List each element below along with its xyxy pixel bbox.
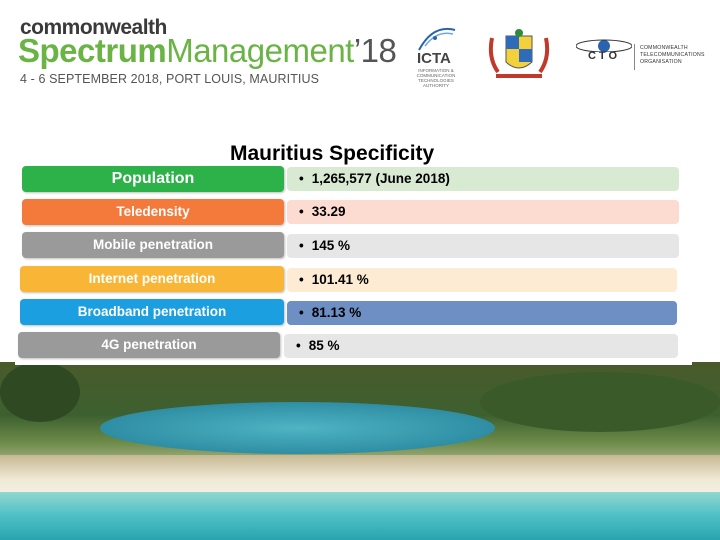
label-mobile-penetration: Mobile penetration [22,232,284,258]
value-4g-penetration: • 85 % [284,334,678,358]
value-mobile-penetration: • 145 % [287,234,679,258]
brand-top-text: commonwealth [20,16,167,39]
palm-trees-right [480,372,720,432]
value-4g-penetration-text: 85 % [308,338,340,353]
label-4g-penetration: 4G penetration [18,332,280,358]
sea-image [0,492,720,540]
cto-logo: CTO [575,38,633,72]
bullet-icon: • [296,338,301,353]
cto-divider [634,44,635,70]
value-broadband-penetration: • 81.13 % [287,301,677,325]
bullet-icon: • [299,272,304,287]
bullet-icon: • [299,204,304,219]
value-teledensity-text: 33.29 [311,204,346,219]
header: commonwealth SpectrumManagement’18 4 - 6… [0,0,720,100]
brand-main-bold: Spectrum [18,32,167,69]
icta-logo-text: ICTA [417,50,451,67]
bullet-icon: • [299,171,304,186]
sand-image [0,455,720,495]
cto-organisation-name: COMMONWEALTH TELECOMMUNICATIONS ORGANISA… [640,45,705,65]
brand-main-text: SpectrumManagement’18 [18,32,397,70]
value-mobile-penetration-text: 145 % [311,238,351,253]
slide-title: Mauritius Specificity [230,142,435,165]
label-internet-penetration: Internet penetration [20,266,284,292]
event-subtitle: 4 - 6 SEPTEMBER 2018, PORT LOUIS, MAURIT… [20,72,320,86]
cto-logo-text: CTO [587,50,621,62]
bullet-icon: • [299,238,304,253]
pool-image [100,402,495,454]
value-population-text: 1,265,577 (June 2018) [311,171,450,186]
label-teledensity: Teledensity [22,199,284,225]
label-population: Population [22,166,284,192]
value-population: • 1,265,577 (June 2018) [287,167,679,191]
mauritius-coat-of-arms-logo [486,28,552,82]
icta-logo-subtext: INFORMATION & COMMUNICATION TECHNOLOGIES… [416,68,456,88]
icta-logo: ICTA INFORMATION & COMMUNICATION TECHNOL… [405,24,467,88]
value-internet-penetration: • 101.41 % [287,268,677,292]
brand-main-light: Management [166,32,354,69]
value-internet-penetration-text: 101.41 % [311,272,369,287]
icta-swoosh-icon [418,28,456,51]
label-broadband-penetration: Broadband penetration [20,299,284,325]
brand-year: ’18 [353,32,397,69]
bullet-icon: • [299,305,304,320]
value-broadband-penetration-text: 81.13 % [311,305,362,320]
value-teledensity: • 33.29 [287,200,679,224]
palm-trees-left [0,362,80,422]
coat-of-arms-icon [488,29,550,78]
